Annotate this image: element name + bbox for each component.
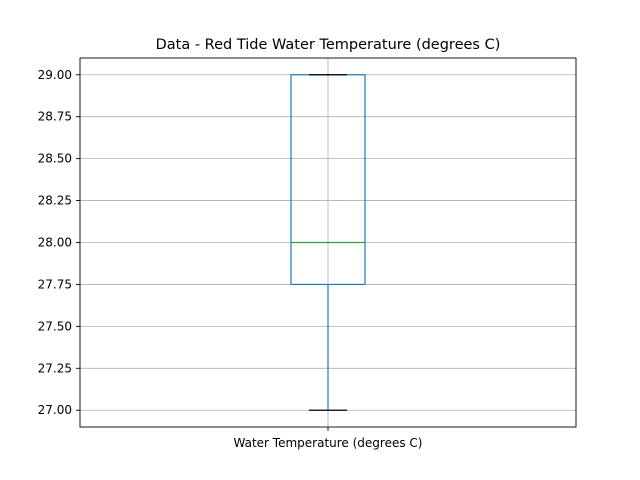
y-tick-label: 27.25 bbox=[38, 361, 72, 375]
y-tick-label: 27.50 bbox=[38, 319, 72, 333]
y-tick-label: 28.75 bbox=[38, 110, 72, 124]
x-tick-label: Water Temperature (degrees C) bbox=[234, 436, 423, 450]
chart-title: Data - Red Tide Water Temperature (degre… bbox=[156, 37, 501, 53]
y-tick-label: 27.00 bbox=[38, 403, 72, 417]
box-series bbox=[290, 74, 366, 411]
y-tick-label: 28.50 bbox=[38, 152, 72, 166]
y-tick-label: 27.75 bbox=[38, 277, 72, 291]
y-tick-label: 29.00 bbox=[38, 68, 72, 82]
box-layer bbox=[290, 74, 366, 411]
y-tick-label: 28.00 bbox=[38, 236, 72, 250]
y-tick-label: 28.25 bbox=[38, 194, 72, 208]
axis-layer: 27.00 27.25 27.50 27.75 28.00 28.25 28.50 28.75… bbox=[38, 57, 577, 450]
